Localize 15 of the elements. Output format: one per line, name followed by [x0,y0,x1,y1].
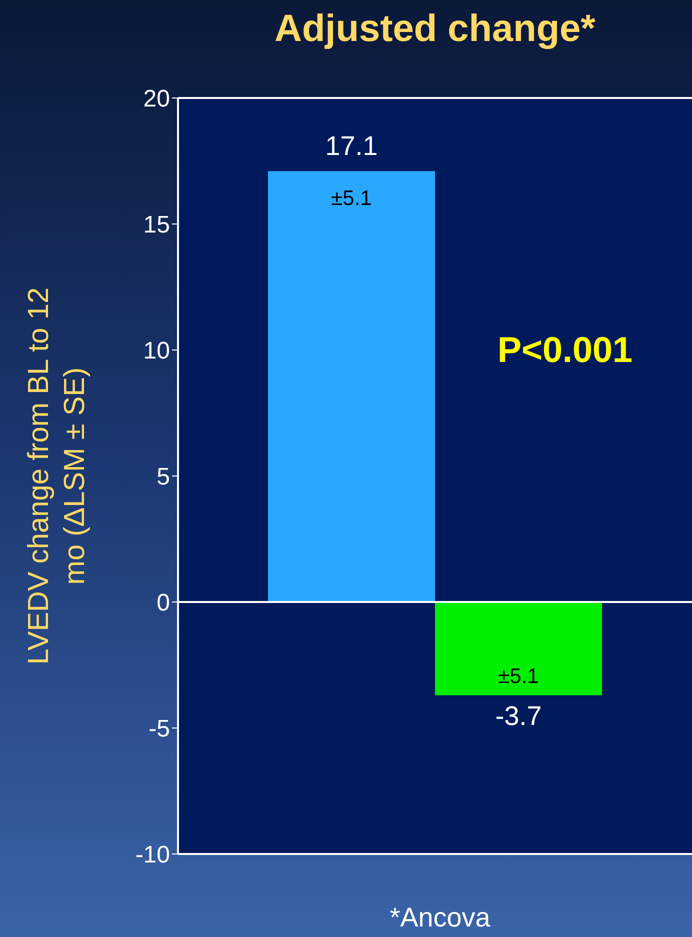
annotation: ±5.1 [331,187,372,210]
text: *Ancova [390,902,490,934]
y-tick-label: 0 [156,590,170,617]
y-tick-label: 5 [156,464,170,491]
y-axis-title: LVEDV change from BL to 12 mo (ΔLSM ± SE) [22,286,92,667]
data-label: -3.7 [495,701,542,732]
y-tick-label: 10 [143,338,170,365]
annotation: P<0.001 [497,329,633,371]
chart-title: Adjusted change* [274,8,596,51]
y-tick-label: 20 [143,86,170,113]
y-tick-label: -10 [135,842,170,869]
data-label: 17.1 [325,131,378,162]
annotation: ±5.1 [498,665,539,688]
y-tick-label: -5 [148,716,170,743]
y-tick-label: 15 [143,212,170,239]
